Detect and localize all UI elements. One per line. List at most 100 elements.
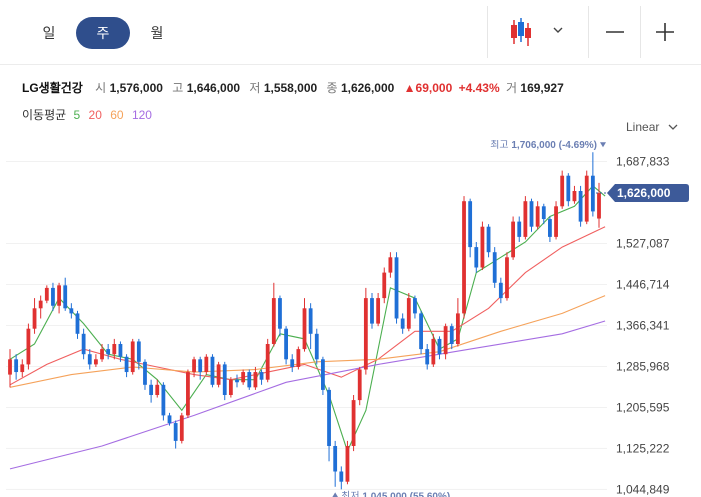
candle xyxy=(284,326,288,365)
plus-icon xyxy=(656,23,674,41)
toolbar-divider xyxy=(588,6,589,58)
min-marker-icon xyxy=(332,492,338,497)
y-axis: 1,044,849 1,125,222 1,205,595 1,285,968 1,36… xyxy=(616,155,670,497)
candle-body xyxy=(296,349,301,367)
candle-body xyxy=(560,175,565,207)
candle-body xyxy=(51,287,55,306)
candle-body xyxy=(333,446,338,472)
candle-body xyxy=(505,257,509,299)
ma-120-label[interactable]: 120 xyxy=(131,108,152,122)
candle xyxy=(290,354,295,373)
candle xyxy=(394,252,399,324)
candle-body xyxy=(308,308,313,334)
candle-body xyxy=(480,226,485,268)
candle-body xyxy=(597,193,601,219)
candle xyxy=(578,185,583,227)
candle-body xyxy=(204,356,209,373)
candlestick-chart[interactable]: 1,044,849 1,125,222 1,205,595 1,285,968 1,36… xyxy=(0,140,701,497)
zoom-out-button[interactable] xyxy=(600,14,630,50)
zoom-in-button[interactable] xyxy=(650,14,680,50)
candle-body xyxy=(106,349,111,355)
candle xyxy=(149,379,154,403)
tab-monthly[interactable]: 월 xyxy=(150,25,164,41)
candle-body xyxy=(124,356,129,373)
high-value: 1,646,000 xyxy=(186,81,241,95)
open-value: 1,576,000 xyxy=(109,81,163,95)
stock-name: LG생활건강 xyxy=(22,81,83,95)
change-percent: +4.43% xyxy=(458,81,500,95)
tab-daily[interactable]: 일 xyxy=(42,25,56,41)
candle xyxy=(498,277,503,304)
candle-body xyxy=(69,308,74,314)
ma-60-label[interactable]: 60 xyxy=(110,108,124,122)
candle-body xyxy=(406,298,411,329)
candle-body xyxy=(566,175,571,202)
candle-body xyxy=(511,221,516,258)
candle xyxy=(192,356,196,378)
open-label: 시 xyxy=(95,81,107,95)
candle-body xyxy=(468,201,473,248)
candle xyxy=(431,333,436,367)
candle-body xyxy=(437,338,442,355)
candle-body xyxy=(363,298,368,370)
candle-body xyxy=(339,471,344,482)
candle xyxy=(100,344,104,362)
moving-average-legend: 이동평균 5 20 60 120 xyxy=(22,106,157,123)
candle-body xyxy=(210,356,215,385)
candle-body xyxy=(278,298,282,329)
candle xyxy=(535,201,540,230)
candle xyxy=(87,349,92,370)
candle-body xyxy=(38,300,43,309)
candle-body xyxy=(192,359,196,373)
chevron-down-icon xyxy=(553,27,563,33)
candle xyxy=(449,323,454,350)
low-label: 저 xyxy=(249,81,261,95)
volume-value: 169,927 xyxy=(520,81,564,95)
candle xyxy=(69,303,74,319)
candle xyxy=(400,313,405,334)
candle xyxy=(560,170,565,209)
candle xyxy=(32,298,37,334)
candle-body xyxy=(327,389,331,446)
candle-body xyxy=(93,359,98,365)
ma-20-label[interactable]: 20 xyxy=(88,108,102,122)
candle-body xyxy=(535,206,540,227)
candle-body xyxy=(590,175,595,212)
min-price-annotation: 최저 1,045,000 (55.60%) xyxy=(341,490,450,497)
candle xyxy=(161,382,166,421)
candle xyxy=(179,412,184,444)
candle xyxy=(468,198,473,258)
candle-body xyxy=(216,364,221,385)
y-tick-label: 1,366,341 xyxy=(616,318,670,332)
candle xyxy=(271,282,276,347)
close-value: 1,626,000 xyxy=(340,81,395,95)
scale-selector[interactable]: Linear xyxy=(626,120,679,134)
candle-body xyxy=(271,298,276,344)
candle-body xyxy=(284,328,288,360)
candle xyxy=(112,338,117,360)
candle-body xyxy=(228,379,233,395)
candle-body xyxy=(321,359,325,390)
candle xyxy=(486,224,491,258)
candle xyxy=(204,354,209,375)
candle xyxy=(382,267,387,304)
candle-body xyxy=(32,308,37,329)
candle-body xyxy=(572,191,577,202)
candle xyxy=(590,152,595,217)
tab-weekly[interactable]: 주 xyxy=(76,17,130,49)
candle xyxy=(210,354,215,388)
chart-type-selector[interactable] xyxy=(500,14,572,50)
candle xyxy=(265,338,270,383)
y-tick-label: 1,446,714 xyxy=(616,277,670,291)
y-tick-label: 1,687,833 xyxy=(616,155,670,169)
candle xyxy=(259,369,264,385)
candle-body xyxy=(314,333,319,360)
candle-body xyxy=(419,313,423,350)
candle xyxy=(93,354,98,367)
ma-5-label[interactable]: 5 xyxy=(73,108,81,122)
candle xyxy=(173,420,178,449)
candle xyxy=(8,349,12,388)
candle xyxy=(20,359,25,378)
candle-body xyxy=(20,364,25,373)
candle-body xyxy=(302,308,307,350)
